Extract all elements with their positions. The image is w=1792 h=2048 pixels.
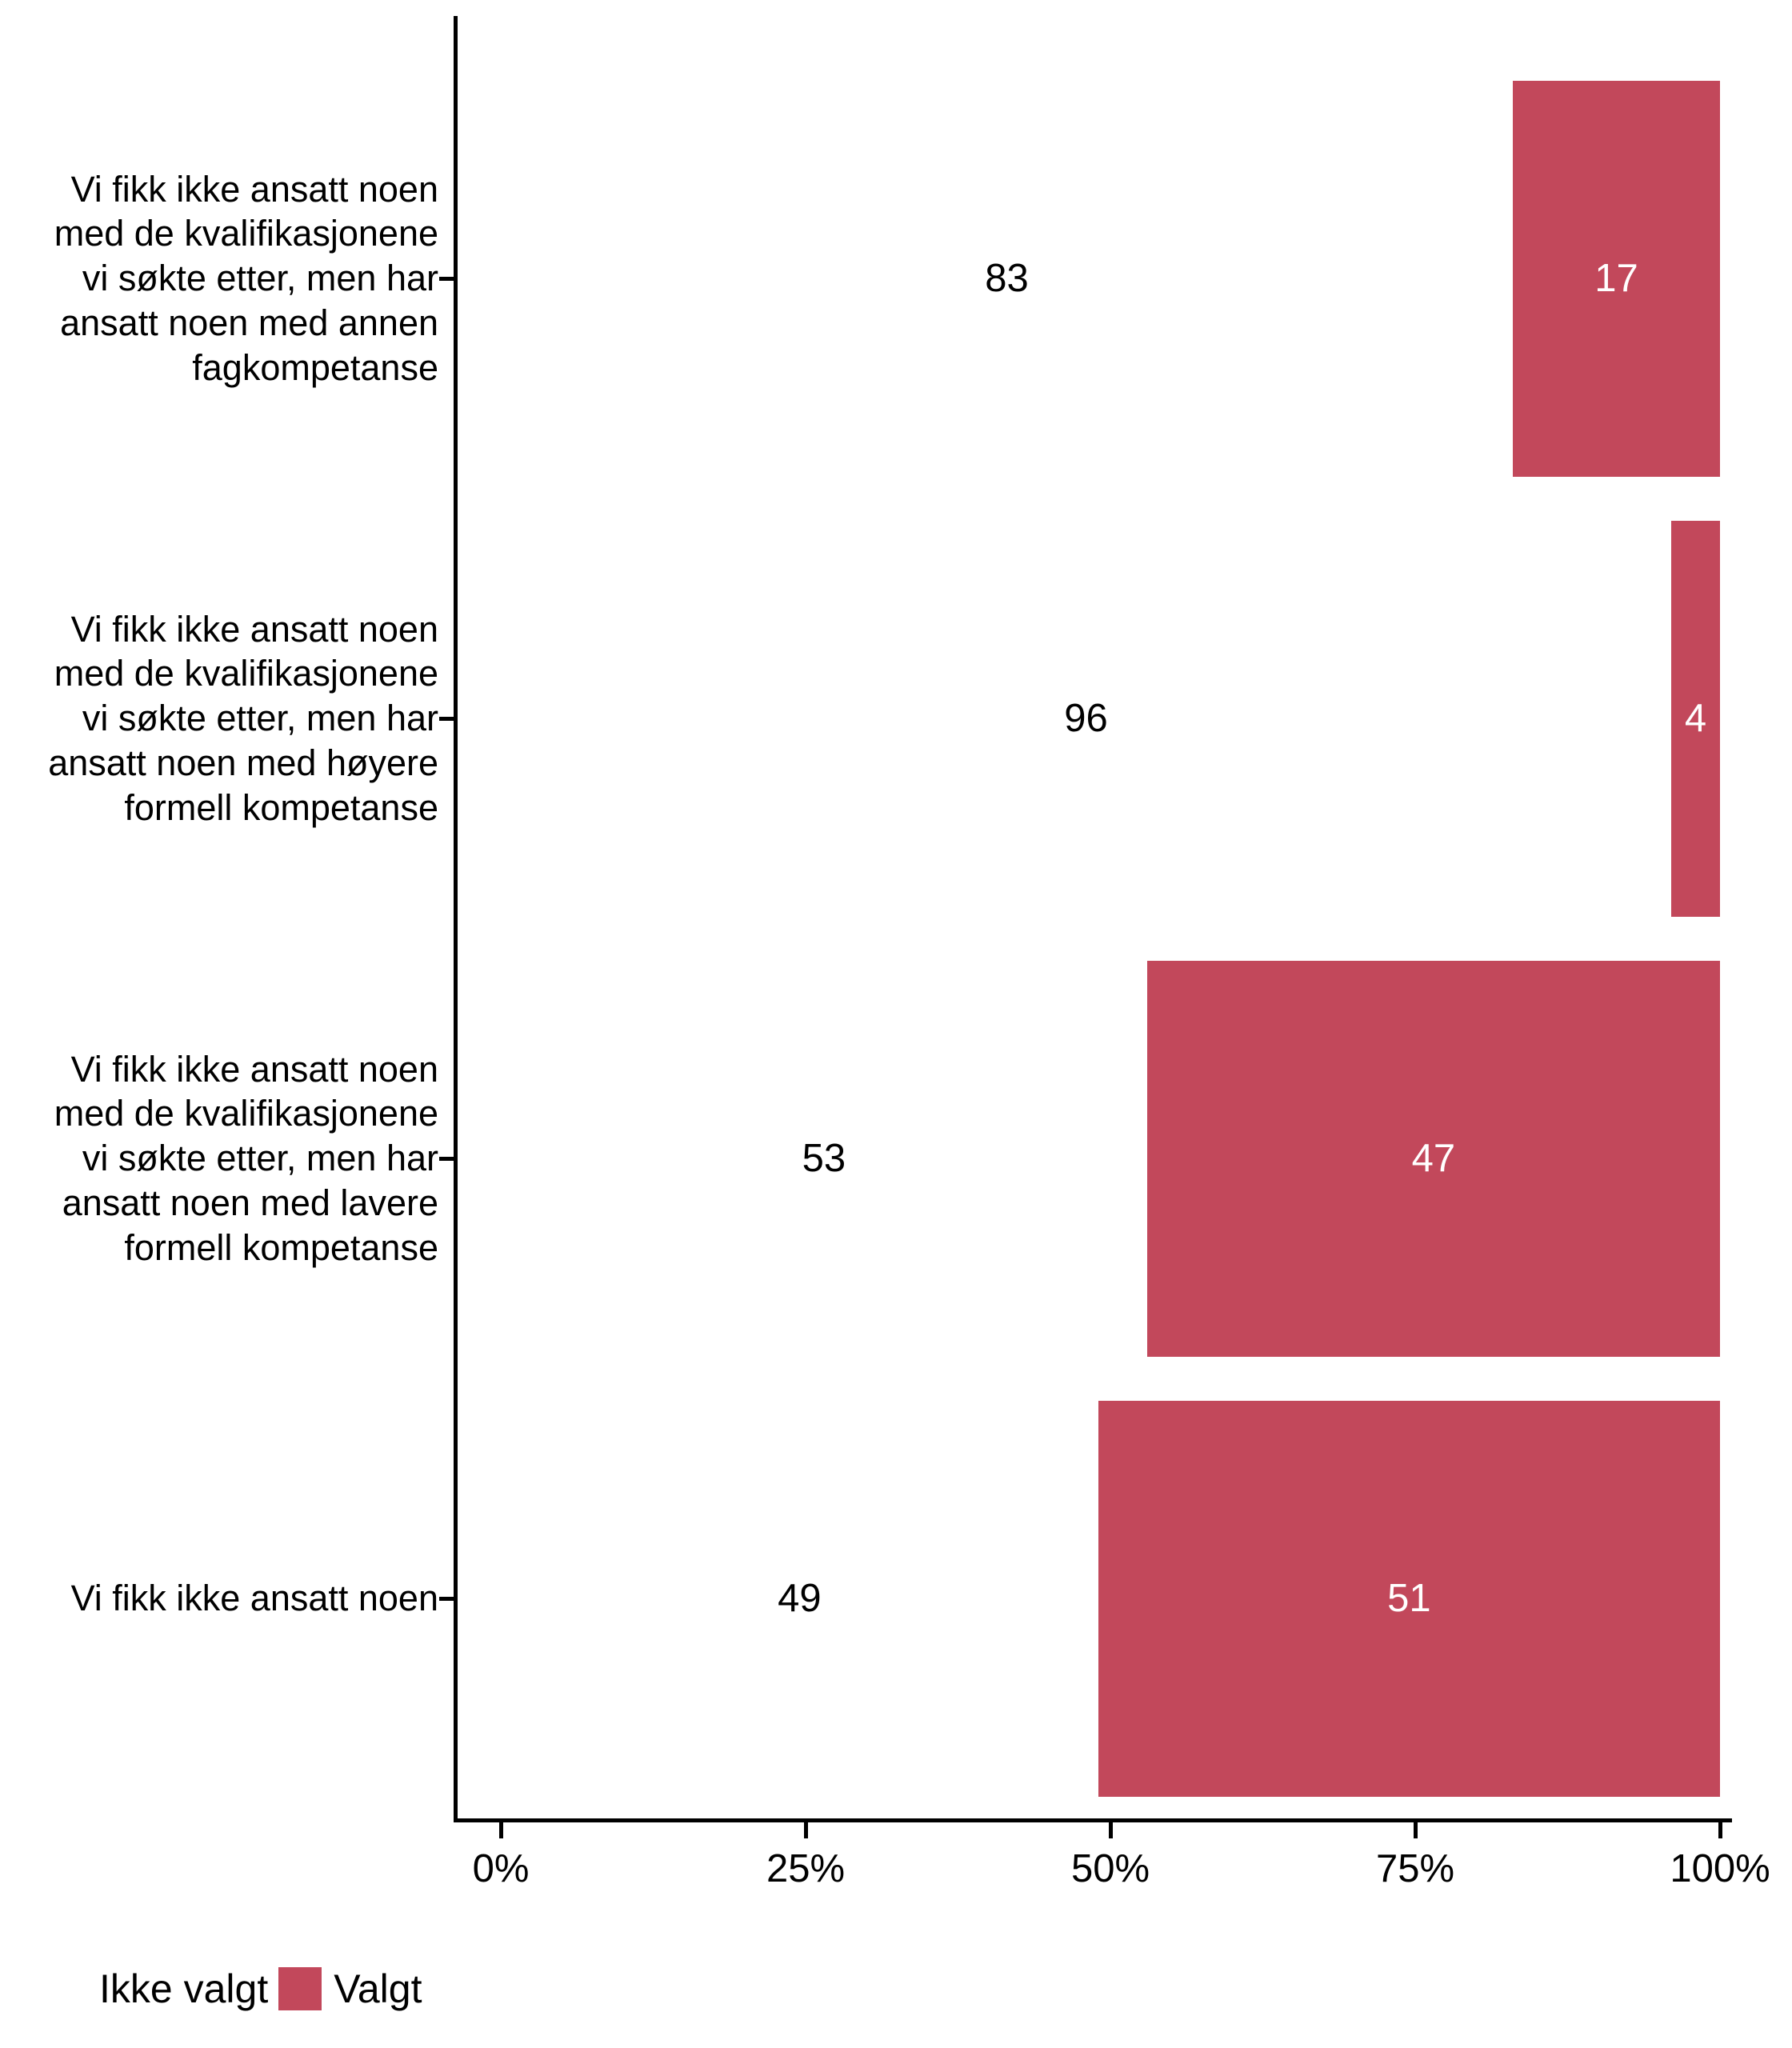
x-axis-tick-mark: [498, 1822, 503, 1838]
bar-value-label: 49: [778, 1577, 822, 1620]
bar-row: 96 4: [501, 498, 1720, 938]
bar-segment-ikke-valgt: 49: [501, 1400, 1098, 1797]
bar-value-label: 53: [802, 1137, 846, 1180]
legend-item-valgt: Valgt: [278, 1966, 422, 2012]
x-axis-tick-mark: [1108, 1822, 1113, 1838]
x-axis-tick-mark: [803, 1822, 808, 1838]
legend-swatch-ikke-valgt: [44, 1967, 87, 2010]
bar-row: 49 51: [501, 1378, 1720, 1818]
y-axis-tick-mark: [439, 716, 454, 721]
bar-row: 83 17: [501, 58, 1720, 498]
x-axis-tick-label: 50%: [1070, 1847, 1150, 1890]
bar-track: 83 17: [501, 80, 1720, 477]
legend-label: Ikke valgt: [99, 1966, 269, 2011]
bar-segment-ikke-valgt: 83: [501, 80, 1513, 477]
y-axis-category-label: Vi fikk ikke ansatt noen med de kvalifik…: [24, 498, 438, 938]
legend: Ikke valgt Valgt: [44, 1964, 422, 2014]
legend-item-ikke-valgt: Ikke valgt: [44, 1966, 268, 2012]
y-axis-category-label-text: Vi fikk ikke ansatt noen med de kvalifik…: [48, 608, 438, 828]
x-axis-tick-mark: [1718, 1822, 1722, 1838]
x-axis-line: [454, 1818, 1732, 1822]
y-axis-line: [454, 16, 458, 1822]
bar-segment-ikke-valgt: 96: [501, 520, 1672, 917]
x-axis-tick-label: 25%: [766, 1847, 846, 1890]
x-axis-tick-label: 75%: [1375, 1847, 1455, 1890]
bar-track: 53 47: [501, 960, 1720, 1357]
bar-track: 96 4: [501, 520, 1720, 917]
bar-segment-ikke-valgt: 53: [501, 960, 1147, 1357]
bar-segment-valgt: 47: [1146, 960, 1720, 1357]
bar-segment-valgt: 17: [1512, 80, 1720, 477]
y-axis-tick-mark: [439, 276, 454, 281]
bar-value-label: 51: [1387, 1577, 1431, 1620]
bar-value-label: 47: [1411, 1137, 1456, 1180]
y-axis-category-label-text: Vi fikk ikke ansatt noen: [70, 1578, 438, 1619]
bar-value-label: 4: [1684, 697, 1707, 740]
y-axis-category-labels: Vi fikk ikke ansatt noen med de kvalifik…: [24, 58, 438, 1818]
bar-row: 53 47: [501, 938, 1720, 1378]
x-axis-tick-mark: [1413, 1822, 1418, 1838]
bar-segment-valgt: 51: [1098, 1400, 1720, 1797]
y-axis-tick-mark: [439, 1596, 454, 1601]
x-axis-tick-label: 0%: [472, 1847, 530, 1890]
bar-value-label: 96: [1064, 697, 1108, 740]
y-axis-tick-mark: [439, 1156, 454, 1161]
y-axis-category-label-text: Vi fikk ikke ansatt noen med de kvalifik…: [54, 168, 438, 388]
legend-swatch-valgt: [278, 1967, 322, 2010]
bar-value-label: 17: [1594, 257, 1638, 300]
legend-label: Valgt: [334, 1966, 422, 2011]
bar-value-label: 83: [985, 257, 1029, 300]
bar-track: 49 51: [501, 1400, 1720, 1797]
x-axis-tick-label: 100%: [1670, 1847, 1770, 1890]
bar-segment-valgt: 4: [1671, 520, 1720, 917]
plot-area: 83 17 96 4 53 47 49 51: [501, 58, 1720, 1818]
y-axis-category-label: Vi fikk ikke ansatt noen med de kvalifik…: [24, 938, 438, 1378]
y-axis-category-label: Vi fikk ikke ansatt noen: [24, 1378, 438, 1818]
y-axis-category-label: Vi fikk ikke ansatt noen med de kvalifik…: [24, 58, 438, 498]
y-axis-category-label-text: Vi fikk ikke ansatt noen med de kvalifik…: [54, 1048, 438, 1268]
